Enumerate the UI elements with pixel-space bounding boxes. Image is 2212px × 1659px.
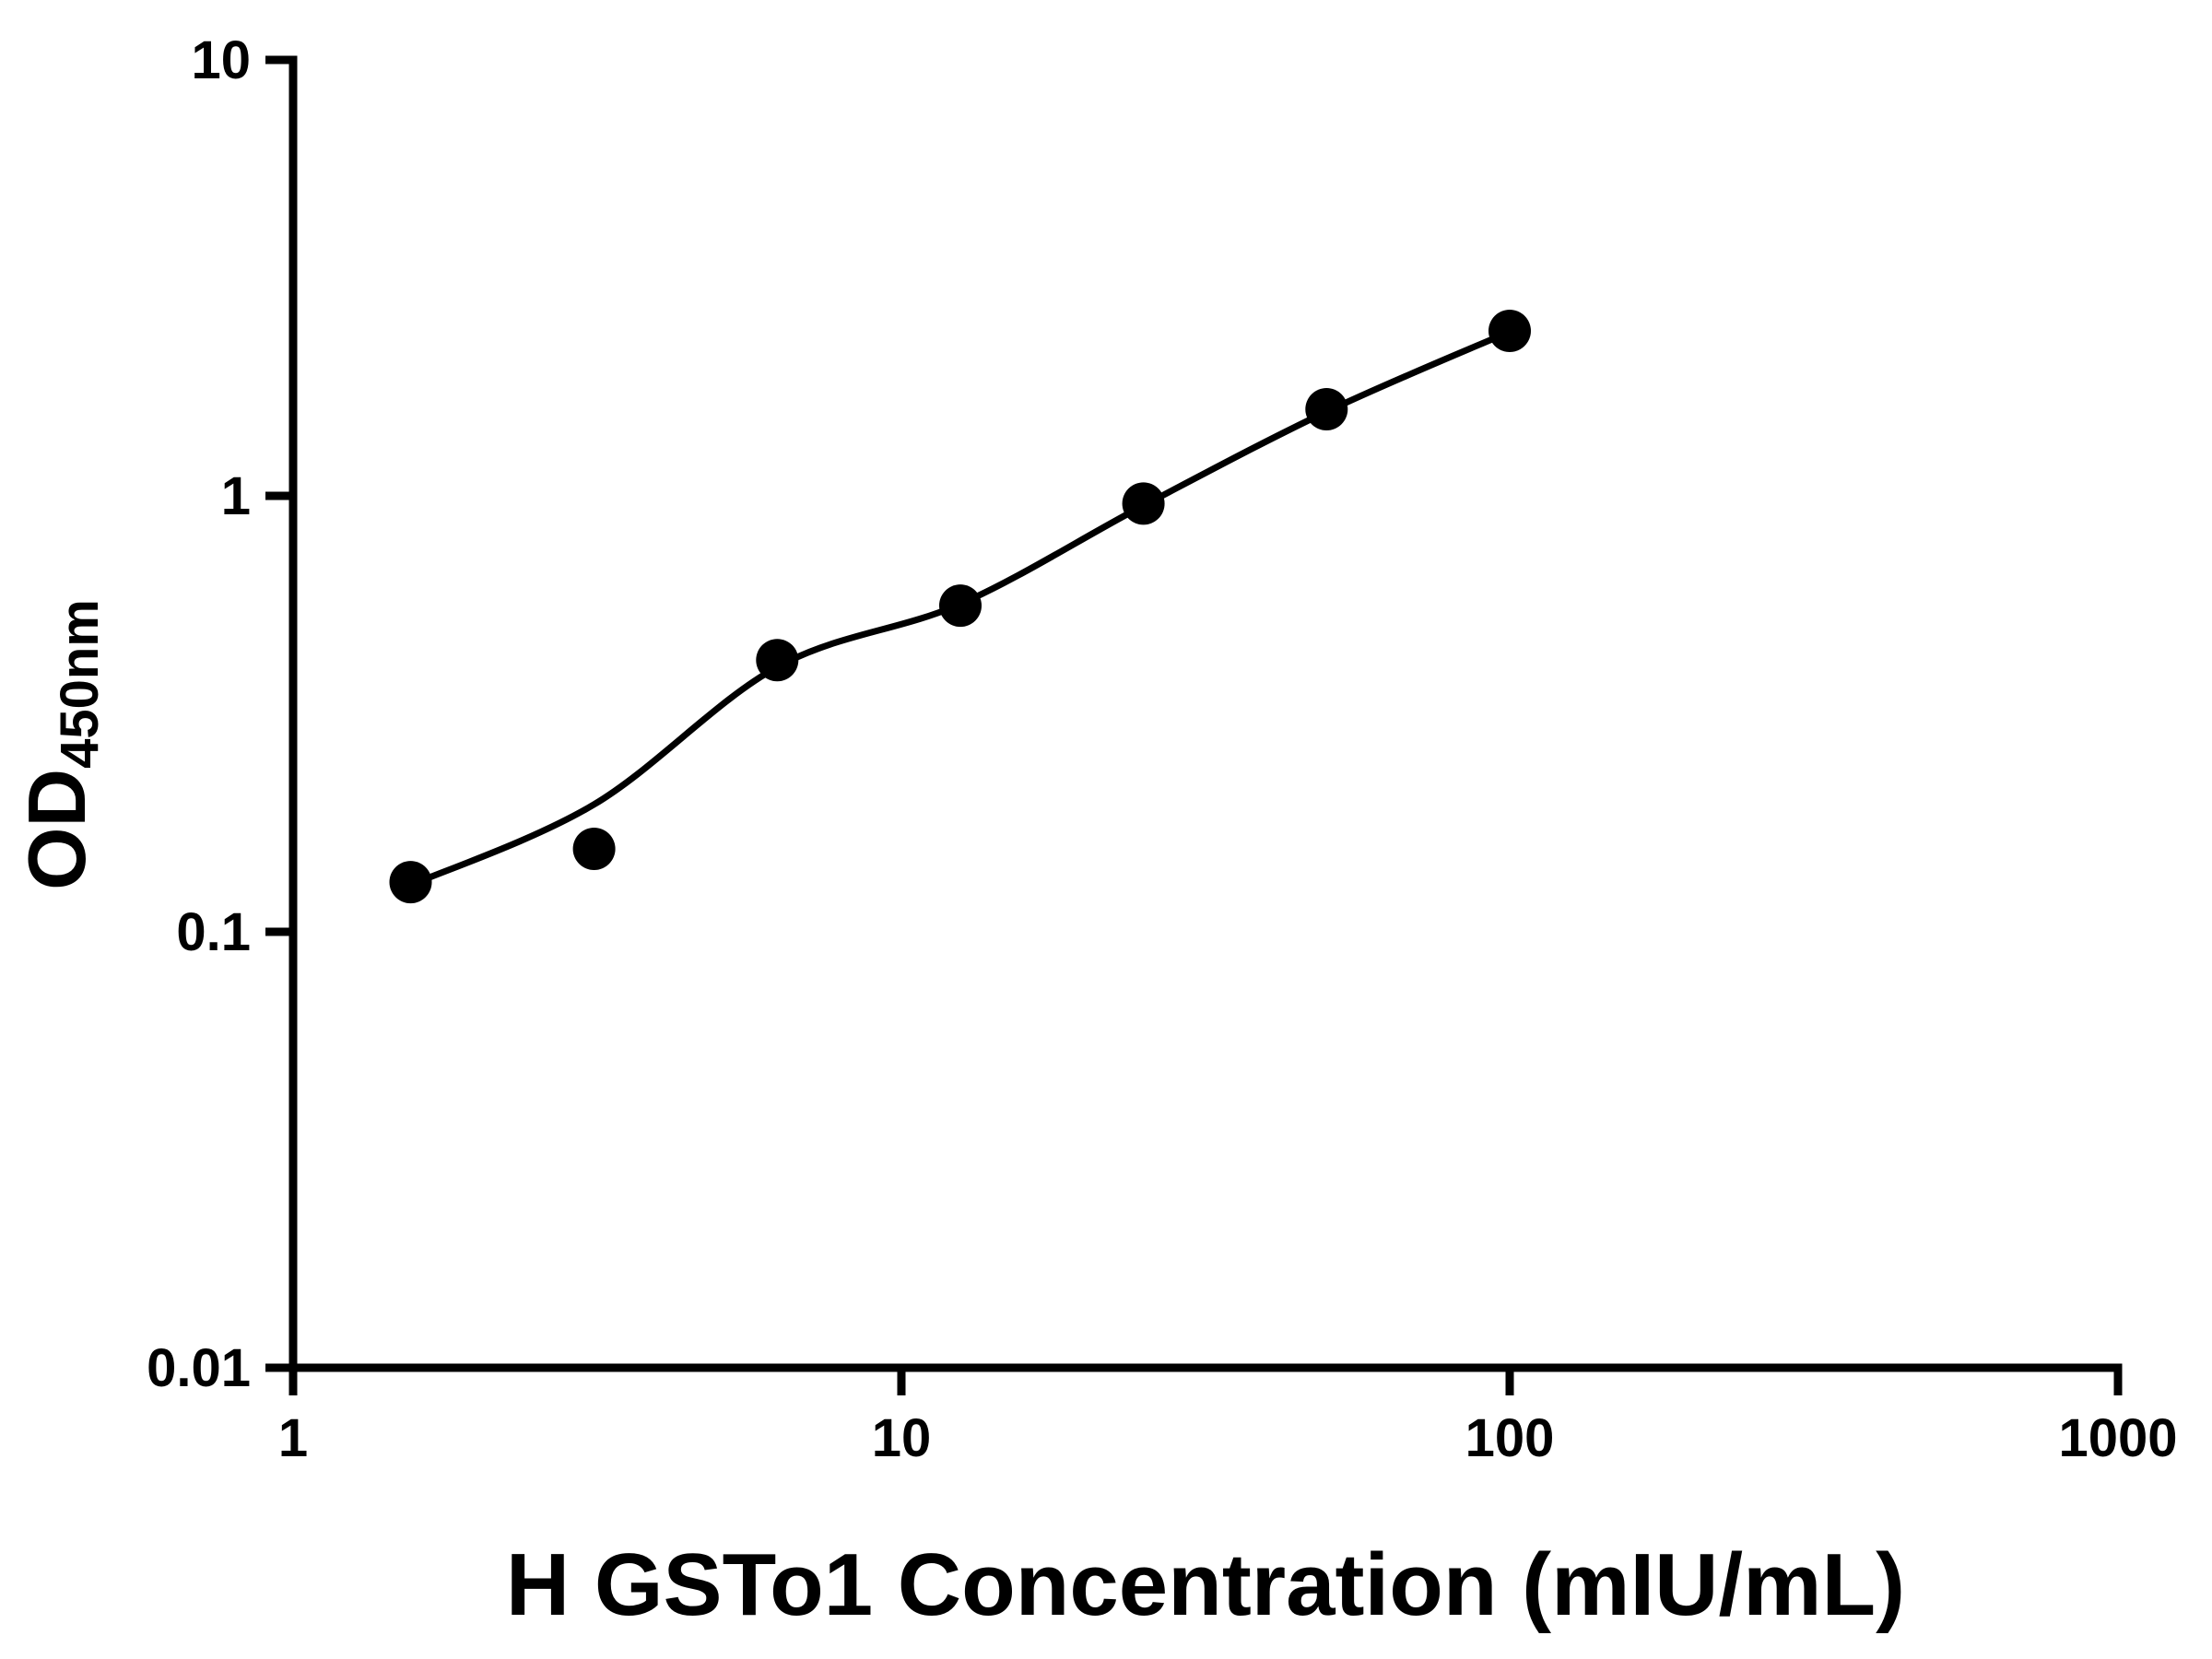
y-axis-tick-label: 1	[221, 466, 251, 526]
x-axis-tick-labels: 1 10 100 1000	[278, 1408, 2178, 1468]
data-point	[1488, 310, 1531, 352]
data-point	[1122, 482, 1165, 525]
y-axis-title-subscript: 450nm	[50, 599, 110, 769]
y-axis-tick-label: 0.01	[147, 1338, 251, 1398]
y-axis-tick-labels: 0.01 0.1 1 10	[147, 30, 251, 1398]
data-point	[389, 861, 432, 904]
data-point	[572, 828, 616, 870]
x-axis-title: H GSTo1 Concentration (mIU/mL)	[506, 1535, 1905, 1634]
data-point	[756, 639, 799, 682]
data-point	[1305, 388, 1348, 430]
x-axis-tick-label: 1	[278, 1408, 308, 1468]
x-axis-tick-label: 1000	[2058, 1408, 2177, 1468]
y-axis-tick-label: 10	[191, 30, 251, 90]
y-axis-title-main: OD	[11, 769, 102, 890]
x-axis-tick-label: 100	[1465, 1408, 1555, 1468]
y-axis-ticks	[265, 55, 293, 1372]
y-axis-title: OD450nm	[11, 599, 110, 890]
data-points	[389, 310, 1531, 904]
x-axis-tick-label: 10	[872, 1408, 932, 1468]
x-axis-ticks	[288, 1368, 2123, 1395]
y-axis-tick-label: 0.1	[176, 902, 251, 962]
data-point	[939, 584, 982, 628]
